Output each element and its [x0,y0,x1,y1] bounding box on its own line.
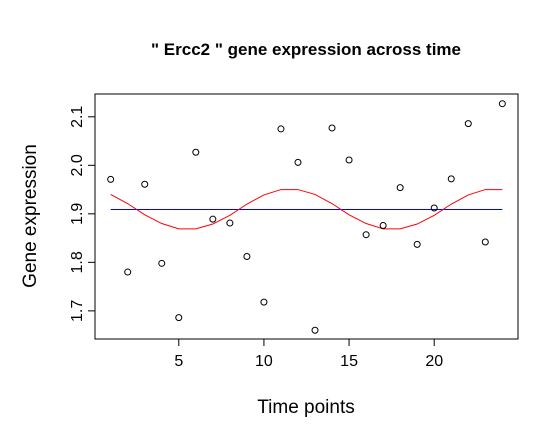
data-point [328,124,336,132]
y-tick-label: 1.7 [69,300,86,322]
data-point [447,175,455,183]
x-tick-label: 15 [340,353,358,370]
data-point [481,238,489,246]
data-point [498,100,506,108]
x-tick-label: 10 [255,353,273,370]
data-point [107,175,115,183]
data-point [260,298,268,306]
data-point [192,148,200,156]
data-point [294,158,302,166]
x-tick-label: 5 [174,353,183,370]
y-axis: 1.7 1.8 1.9 2.0 2.1 [69,106,96,322]
series-layer [110,189,503,230]
data-point [209,215,217,223]
y-axis-label: Gene expression [20,144,41,288]
chart-title: " Ercc2 " gene expression across time [151,40,461,59]
x-tick-label: 20 [425,353,443,370]
data-point [158,259,166,267]
x-axis-label: Time points [257,397,355,418]
data-point [226,219,234,227]
points-layer [107,100,506,334]
data-point [141,180,149,188]
y-tick-label: 1.9 [69,203,86,225]
data-point [413,240,421,248]
y-tick-label: 1.8 [69,251,86,273]
x-axis: 5 10 15 20 [174,338,443,370]
data-point [464,120,472,128]
data-point [277,125,285,133]
plot-frame [94,93,519,340]
data-point [243,253,251,261]
data-point [396,184,404,192]
series-line-2 [110,189,503,230]
data-point [345,156,353,164]
y-tick-label: 2.1 [69,106,86,128]
data-point [175,314,183,322]
data-point [311,326,319,334]
data-point [124,268,132,276]
y-tick-label: 2.0 [69,154,86,176]
data-point [379,221,387,229]
data-point [430,204,438,212]
data-point [362,231,370,239]
